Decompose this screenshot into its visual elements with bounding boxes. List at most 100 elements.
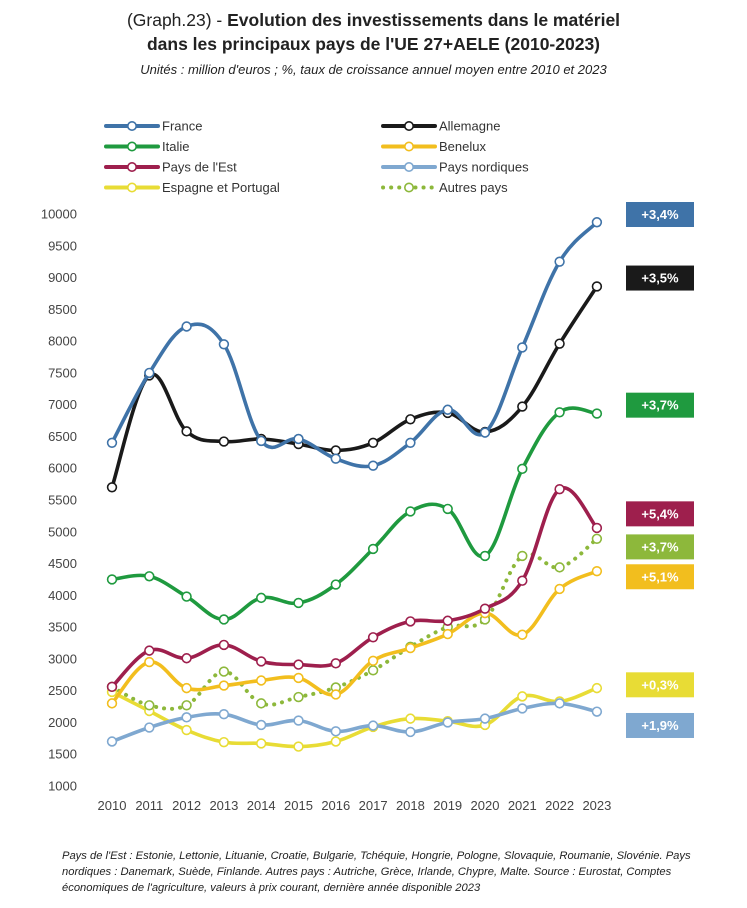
chart-legend: France Allemagne Italie Benelux Pays de l'Es…: [104, 119, 529, 195]
growth-badge-label: +3,4%: [641, 207, 679, 222]
y-tick-label-8000: 8000: [48, 334, 77, 349]
legend-label: Allemagne: [439, 119, 500, 134]
data-point-espagne-et-portugal-2012: [181, 724, 192, 736]
legend-item-allemagne: Allemagne: [381, 119, 500, 134]
data-point-pays-nordiques-2016: [330, 726, 341, 737]
y-tick-label-8500: 8500: [48, 302, 77, 317]
data-point-autres-pays-2013: [218, 666, 230, 677]
data-point-benelux-2014: [256, 675, 267, 686]
data-point-allemagne-2012: [181, 426, 192, 437]
growth-badge-label: +3,5%: [641, 271, 679, 286]
data-point-pays-nordiques-2023: [591, 706, 603, 717]
growth-badge-box: [626, 534, 694, 560]
data-point-allemagne-2023: [591, 281, 603, 292]
title-line-1: Evolution des investissements dans le ma…: [227, 10, 621, 30]
data-point-france-2017: [367, 460, 379, 471]
y-tick-label-7000: 7000: [48, 397, 77, 412]
data-point-espagne-et-portugal-2014: [256, 738, 267, 749]
legend-item-france: France: [104, 119, 202, 134]
x-tick-label-2014: 2014: [247, 798, 276, 813]
y-tick-label-2000: 2000: [48, 715, 77, 730]
data-point-benelux-2016: [330, 689, 341, 700]
data-point-benelux-2017: [367, 655, 379, 666]
legend-item-benelux: Benelux: [381, 139, 486, 154]
x-tick-label-2015: 2015: [284, 798, 313, 813]
data-point-pays-nordiques-2020: [479, 713, 491, 724]
chart-title: (Graph.23) - Evolution des investissemen…: [0, 8, 747, 56]
data-point-pays-de-l-est-2021: [517, 575, 528, 586]
data-point-benelux-2015: [293, 672, 304, 684]
data-point-pays-de-l-est-2013: [218, 639, 230, 651]
chart-subtitle: Unités : million d'euros ; %, taux de cr…: [140, 62, 607, 77]
series-allemagne: [106, 281, 603, 493]
legend-item-italie: Italie: [104, 139, 189, 154]
data-point-benelux-2023: [591, 565, 603, 577]
legend-swatch-marker: [127, 141, 138, 152]
x-tick-label-2021: 2021: [508, 798, 537, 813]
data-point-allemagne-2010: [106, 482, 118, 493]
data-point-benelux-2010: [106, 698, 118, 709]
data-point-pays-nordiques-2013: [218, 708, 230, 720]
growth-badge-label: +1,9%: [641, 718, 679, 733]
x-tick-label-2012: 2012: [172, 798, 201, 813]
growth-badge-autres-pays: +3,7%: [626, 534, 694, 560]
growth-badge-box: [626, 564, 694, 590]
growth-badge-pays-nordiques: +1,9%: [626, 712, 694, 738]
data-point-pays-nordiques-2021: [517, 703, 528, 714]
growth-badge-box: [626, 672, 694, 698]
data-point-autres-pays-2022: [554, 562, 565, 573]
y-tick-label-1500: 1500: [48, 747, 77, 762]
x-tick-label-2011: 2011: [135, 798, 163, 813]
data-point-benelux-2021: [517, 629, 528, 640]
data-point-pays-de-l-est-2012: [181, 653, 192, 664]
y-tick-label-7500: 7500: [48, 365, 77, 380]
data-point-benelux-2022: [554, 583, 565, 595]
data-point-autres-pays-2023: [591, 533, 603, 544]
y-tick-label-3000: 3000: [48, 651, 77, 666]
data-point-pays-nordiques-2010: [106, 736, 118, 747]
growth-badge-label: +3,7%: [641, 398, 679, 413]
title-prefix: (Graph.23) -: [126, 10, 228, 30]
data-point-autres-pays-2012: [181, 700, 192, 711]
legend-item-espagne-et-portugal: Espagne et Portugal: [104, 180, 280, 195]
data-point-france-2023: [591, 217, 603, 228]
growth-badge-box: [626, 265, 694, 291]
legend-swatch-marker: [403, 121, 414, 132]
legend-label: Pays nordiques: [439, 160, 529, 175]
growth-badge-box: [626, 501, 694, 527]
data-point-france-2011: [144, 367, 155, 379]
y-tick-label-9500: 9500: [48, 238, 77, 253]
series-lines: [106, 217, 603, 752]
data-point-espagne-et-portugal-2018: [405, 713, 416, 724]
data-point-france-2012: [181, 321, 192, 332]
y-tick-label-5500: 5500: [48, 493, 77, 508]
data-point-pays-nordiques-2017: [367, 720, 379, 731]
footnote: Pays de l'Est : Estonie, Lettonie, Litua…: [62, 850, 691, 894]
data-point-pays-nordiques-2015: [293, 715, 304, 726]
data-point-benelux-2018: [405, 642, 416, 654]
x-tick-label-2019: 2019: [433, 798, 462, 813]
data-point-espagne-et-portugal-2016: [330, 736, 341, 747]
y-tick-label-1000: 1000: [48, 779, 77, 794]
y-tick-label-4500: 4500: [48, 556, 77, 571]
y-tick-label-3500: 3500: [48, 620, 77, 635]
data-point-france-2010: [106, 437, 118, 448]
data-point-france-2022: [554, 256, 565, 267]
legend-label: Benelux: [439, 139, 486, 154]
data-point-allemagne-2018: [405, 414, 416, 425]
legend-label: Italie: [162, 139, 189, 154]
legend-label: Espagne et Portugal: [162, 180, 280, 195]
series-pays-nordiques: [106, 698, 603, 747]
series-line-allemagne: [110, 284, 599, 490]
growth-badge-label: +5,1%: [641, 569, 679, 584]
data-point-pays-nordiques-2018: [405, 726, 416, 738]
x-tick-label-2022: 2022: [545, 798, 574, 813]
data-point-italie-2020: [479, 550, 491, 562]
series-pays-de-l-est: [106, 483, 603, 693]
data-point-allemagne-2021: [517, 401, 528, 412]
growth-badge-label: +5,4%: [641, 506, 679, 521]
data-point-france-2014: [256, 435, 267, 447]
y-tick-label-4000: 4000: [48, 588, 77, 603]
data-point-autres-pays-2017: [367, 665, 379, 676]
y-tick-label-6500: 6500: [48, 429, 77, 444]
